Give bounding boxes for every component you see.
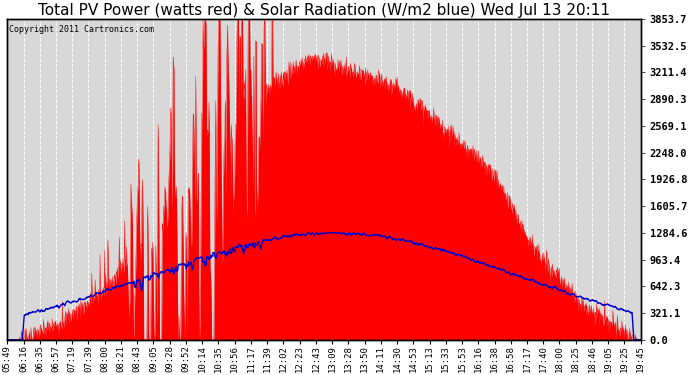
Text: Copyright 2011 Cartronics.com: Copyright 2011 Cartronics.com — [8, 26, 154, 34]
Title: Total PV Power (watts red) & Solar Radiation (W/m2 blue) Wed Jul 13 20:11: Total PV Power (watts red) & Solar Radia… — [38, 3, 610, 18]
